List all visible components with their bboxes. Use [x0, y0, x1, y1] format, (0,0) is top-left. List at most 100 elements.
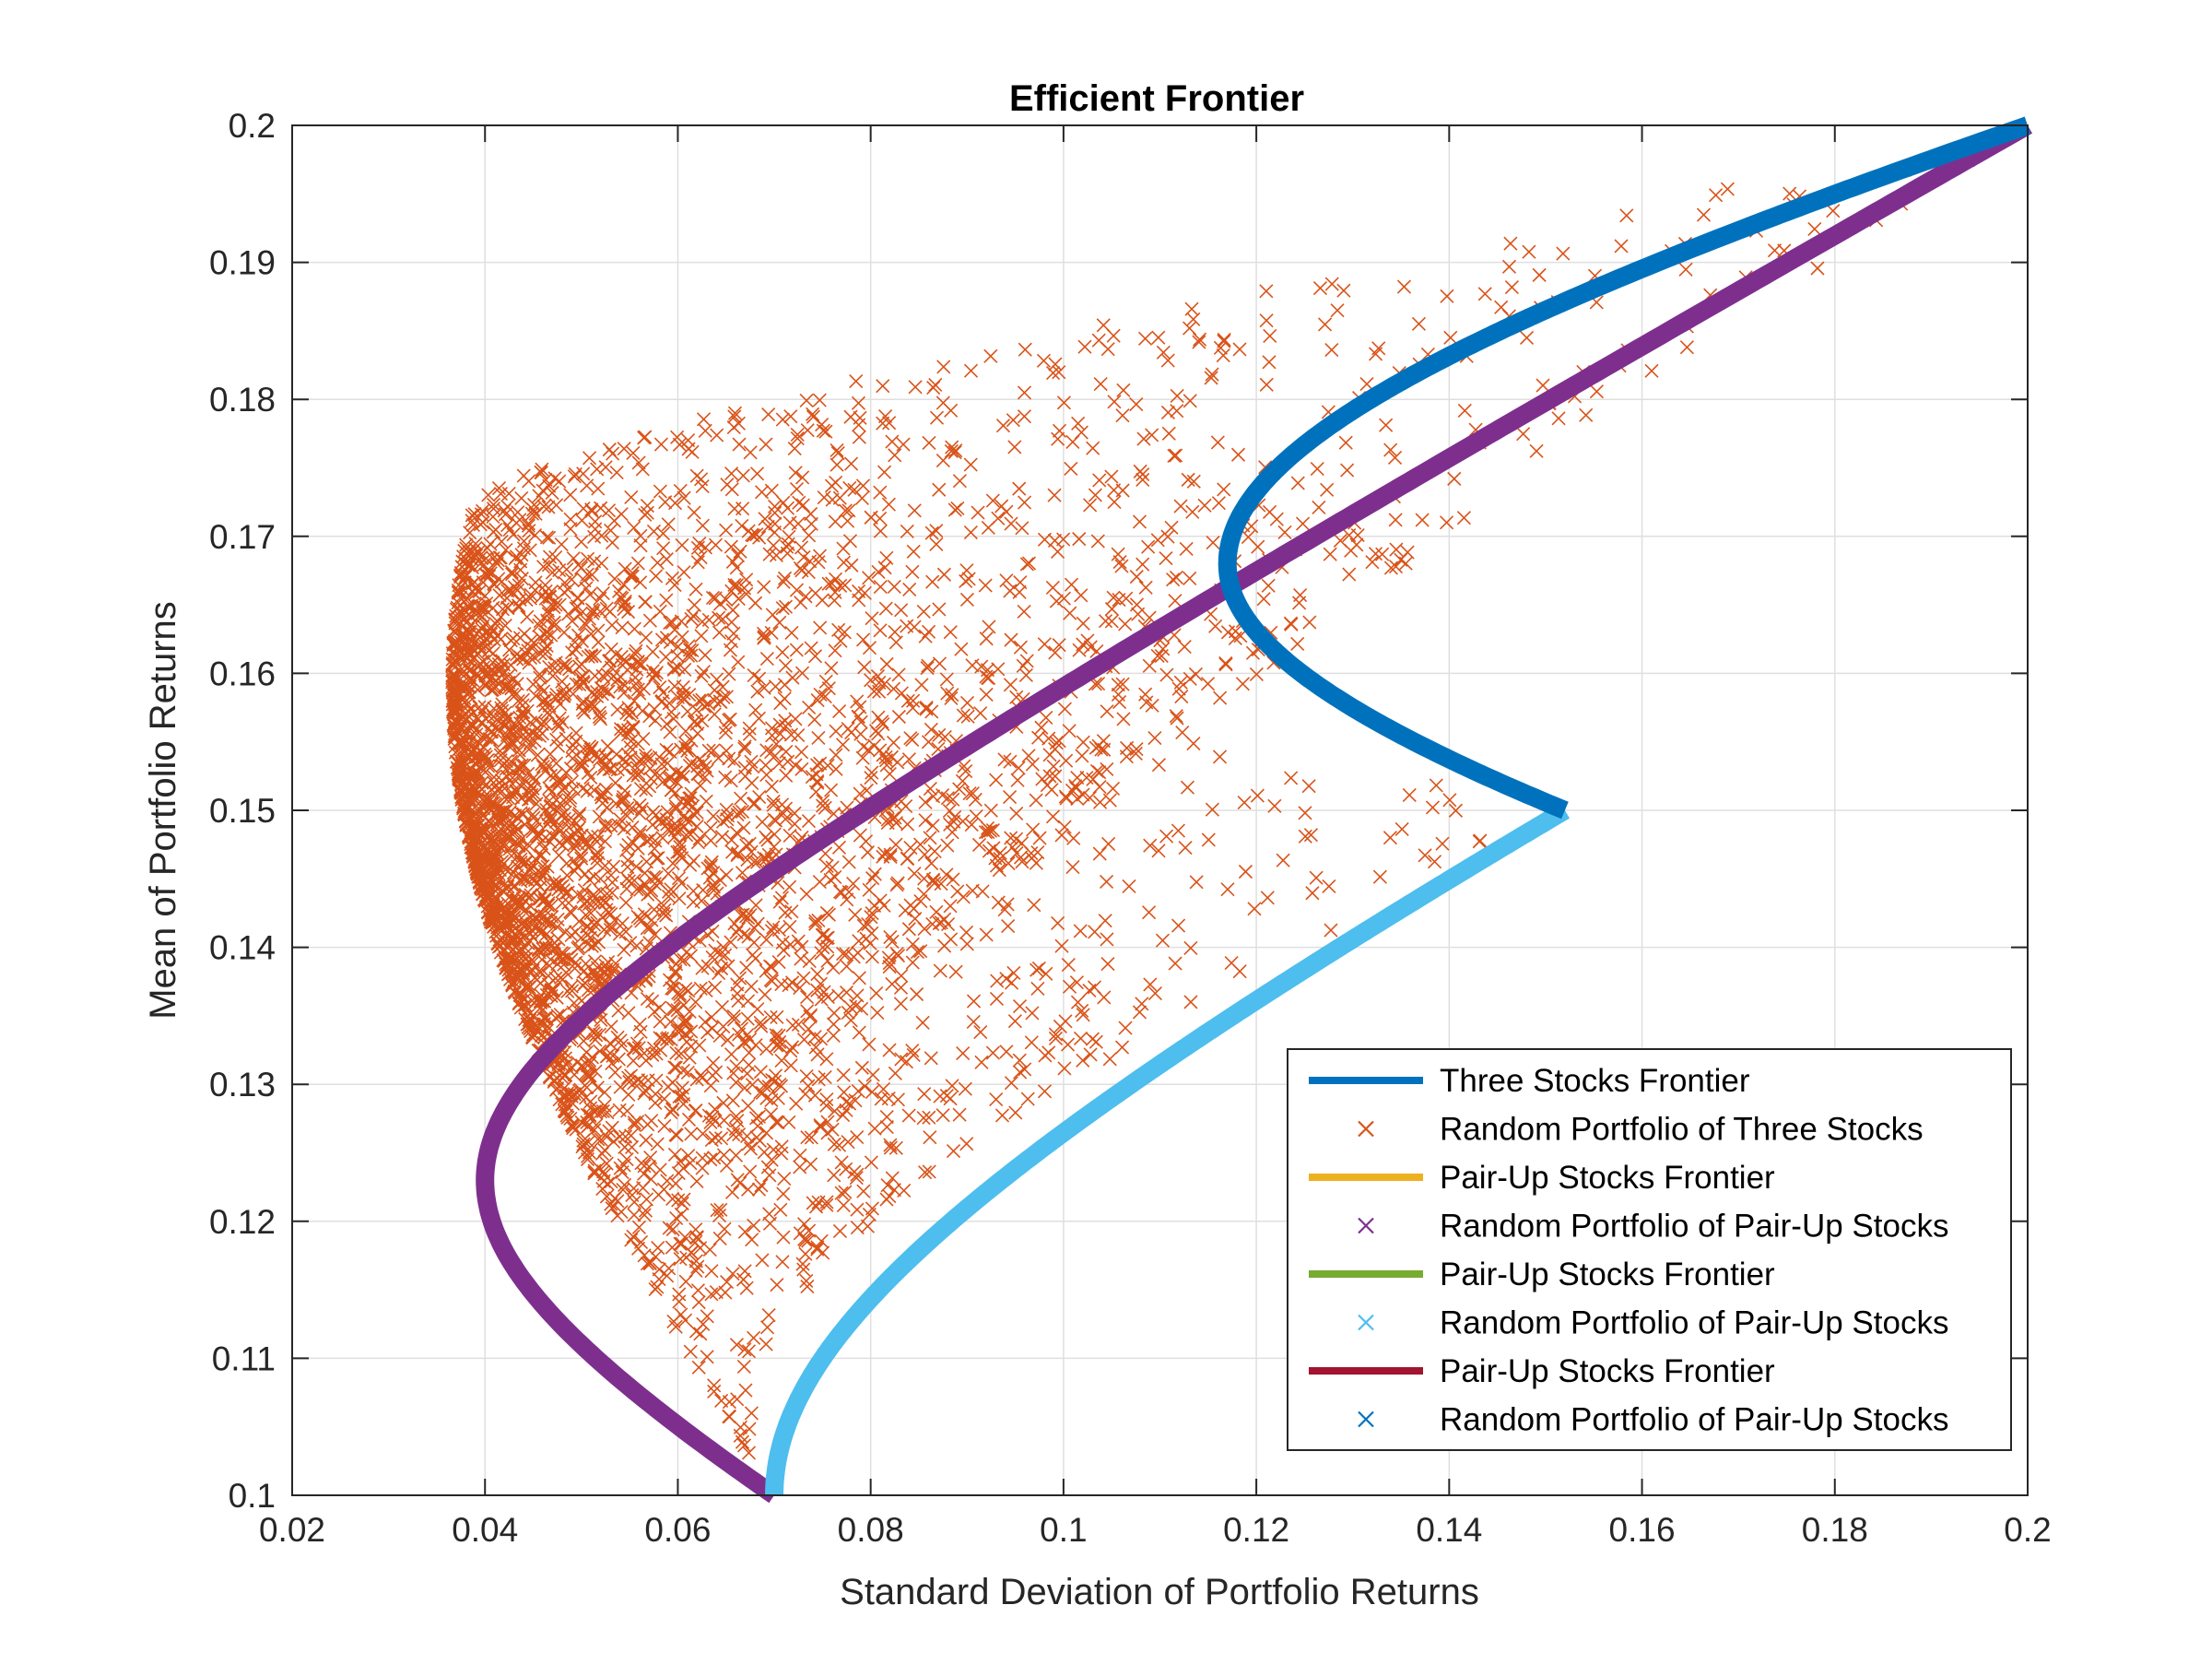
random-portfolio-point [680, 1065, 695, 1080]
random-portfolio-point [807, 713, 822, 727]
random-portfolio-point [1388, 513, 1403, 527]
random-portfolio-point [1090, 534, 1105, 549]
random-portfolio-point [870, 669, 886, 684]
random-portfolio-point [818, 674, 833, 689]
random-portfolio-point [727, 409, 742, 424]
random-portfolio-point [780, 546, 794, 561]
random-portfolio-point [742, 836, 757, 851]
random-portfolio-point [806, 1196, 820, 1210]
random-portfolio-point [615, 620, 629, 635]
random-portfolio-point [999, 972, 1014, 986]
random-portfolio-point [824, 783, 839, 797]
random-portfolio-point [917, 1087, 932, 1102]
random-portfolio-point [1003, 790, 1018, 805]
random-portfolio-point [684, 1127, 699, 1141]
random-portfolio-point [901, 922, 916, 937]
random-portfolio-point [491, 481, 507, 496]
random-portfolio-point [676, 679, 690, 695]
random-portfolio-point [794, 596, 808, 610]
random-portfolio-point [1183, 940, 1198, 955]
random-portfolio-point [536, 560, 551, 574]
random-portfolio-point [1151, 758, 1166, 773]
random-portfolio-point [1112, 555, 1127, 570]
random-portfolio-point [1048, 357, 1063, 372]
random-portfolio-point [859, 783, 874, 797]
random-portfolio-point [752, 790, 767, 805]
random-portfolio-point [894, 603, 909, 618]
random-portfolio-point [467, 756, 483, 771]
random-portfolio-point [959, 563, 974, 578]
random-portfolio-point [861, 917, 876, 932]
random-portfolio-point [1262, 504, 1277, 519]
random-portfolio-point [992, 863, 1006, 878]
random-portfolio-point [939, 1088, 954, 1103]
random-portfolio-point [724, 773, 738, 788]
random-portfolio-point [1074, 425, 1088, 440]
random-portfolio-point [587, 938, 602, 952]
random-portfolio-point [517, 773, 532, 787]
random-portfolio-point [575, 758, 590, 773]
random-portfolio-point [1379, 418, 1394, 432]
random-portfolio-point [506, 914, 521, 928]
random-portfolio-point [761, 1307, 776, 1323]
random-portfolio-point [1100, 704, 1114, 719]
random-portfolio-point [567, 996, 582, 1010]
random-portfolio-point [877, 677, 891, 691]
random-portfolio-point [453, 570, 468, 584]
random-portfolio-point [574, 633, 590, 648]
random-portfolio-point [524, 787, 539, 802]
random-portfolio-point [598, 460, 613, 475]
random-portfolio-point [583, 1094, 598, 1109]
random-portfolio-point [559, 833, 574, 849]
random-portfolio-point [535, 894, 550, 909]
random-portfolio-point [1048, 1027, 1063, 1042]
random-portfolio-point [684, 1245, 699, 1260]
random-portfolio-point [540, 603, 556, 619]
random-portfolio-point [750, 466, 765, 481]
random-portfolio-point [827, 1168, 841, 1183]
random-portfolio-point [1114, 559, 1129, 573]
random-portfolio-point [526, 771, 541, 785]
random-portfolio-point [475, 609, 489, 624]
random-portfolio-point [807, 1030, 822, 1044]
random-portfolio-point [925, 574, 940, 589]
random-portfolio-point [712, 694, 727, 709]
random-portfolio-point [1018, 1062, 1032, 1077]
random-portfolio-point [865, 1068, 880, 1082]
random-portfolio-point [597, 1098, 612, 1113]
random-portfolio-point [759, 743, 774, 758]
random-portfolio-point [794, 540, 809, 555]
random-portfolio-point [1457, 403, 1472, 419]
random-portfolio-point [1238, 864, 1253, 879]
random-portfolio-point [1324, 923, 1338, 938]
random-portfolio-point [740, 994, 756, 1009]
random-portfolio-point [532, 667, 547, 682]
random-portfolio-point [716, 1148, 732, 1162]
random-portfolio-point [554, 537, 569, 552]
random-portfolio-point [538, 472, 553, 488]
random-portfolio-point [885, 434, 900, 449]
random-portfolio-point [535, 994, 550, 1009]
random-portfolio-point [534, 987, 548, 1003]
random-portfolio-point [628, 647, 642, 662]
random-portfolio-point [766, 920, 781, 935]
random-portfolio-point [508, 688, 523, 702]
random-portfolio-point [517, 626, 532, 642]
random-portfolio-point [771, 955, 786, 970]
random-portfolio-point [810, 1047, 825, 1062]
random-portfolio-point [633, 528, 648, 543]
random-portfolio-point [1150, 533, 1165, 548]
random-portfolio-point [1179, 541, 1194, 557]
random-portfolio-point [627, 1117, 642, 1132]
random-portfolio-point [585, 888, 600, 903]
random-portfolio-point [670, 819, 685, 833]
random-portfolio-point [851, 1083, 865, 1099]
random-portfolio-point [1059, 753, 1074, 768]
random-portfolio-point [1324, 277, 1339, 291]
random-portfolio-point [759, 963, 773, 978]
random-portfolio-point [571, 939, 586, 954]
random-portfolio-point [484, 759, 499, 773]
random-portfolio-point [851, 946, 865, 961]
random-portfolio-point [791, 1017, 806, 1032]
random-portfolio-point [751, 671, 767, 686]
